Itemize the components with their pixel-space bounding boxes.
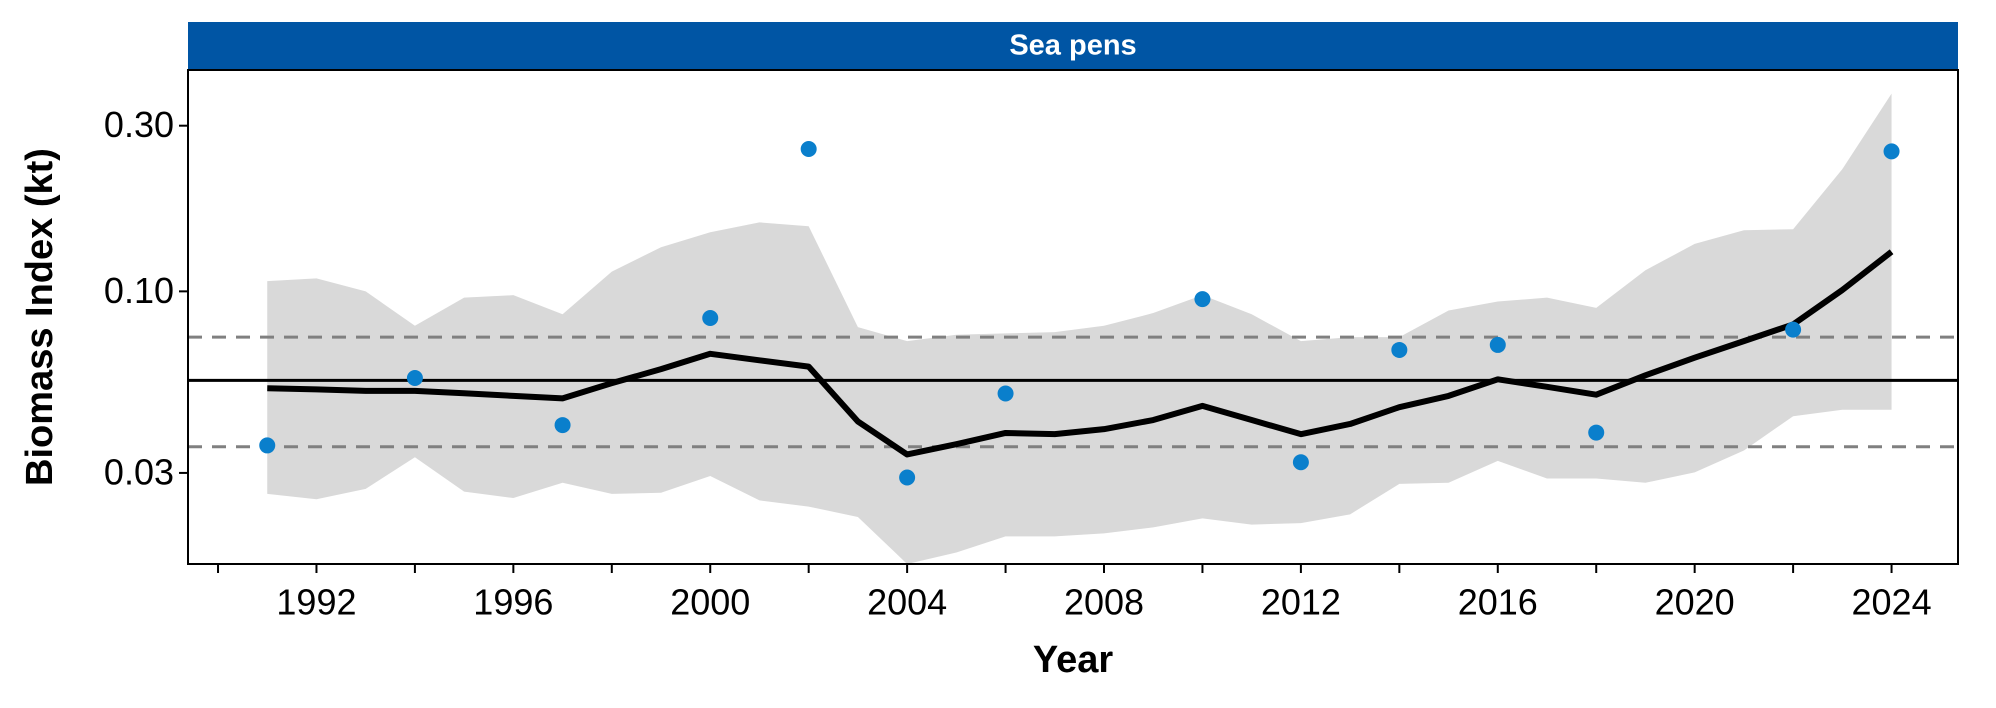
x-tick-label: 2004 — [867, 582, 947, 623]
trend-line — [267, 249, 1894, 458]
data-point — [259, 437, 276, 454]
data-point — [1588, 424, 1605, 441]
x-tick-label: 2012 — [1261, 582, 1341, 623]
data-point — [702, 310, 719, 327]
data-point — [406, 369, 423, 386]
data-point — [899, 469, 916, 486]
data-point — [800, 141, 817, 158]
x-tick-label: 2008 — [1064, 582, 1144, 623]
x-tick-label: 2024 — [1852, 582, 1932, 623]
strip — [188, 22, 1958, 70]
x-tick-label: 2020 — [1655, 582, 1735, 623]
x-tick-label: 2016 — [1458, 582, 1538, 623]
y-tick-label: 0.30 — [104, 104, 174, 145]
y-tick-label: 0.03 — [104, 451, 174, 492]
y-tick-label: 0.10 — [104, 270, 174, 311]
confidence-band — [267, 93, 1892, 564]
data-point — [1391, 341, 1408, 358]
y-axis-title: Biomass Index (kt) — [19, 148, 61, 486]
panel-border — [187, 69, 1959, 565]
data-point — [554, 417, 571, 434]
x-tick-label: 1992 — [276, 582, 356, 623]
data-point — [1785, 321, 1802, 338]
x-tick-label: 1996 — [473, 582, 553, 623]
data-point — [997, 385, 1014, 402]
data-point — [1489, 336, 1506, 353]
data-point — [1194, 291, 1211, 308]
data-point — [1292, 454, 1309, 471]
data-point — [1883, 143, 1900, 160]
x-tick-label: 2000 — [670, 582, 750, 623]
strip-title: Sea pens — [1009, 30, 1136, 62]
x-axis-title: Year — [1033, 639, 1114, 681]
